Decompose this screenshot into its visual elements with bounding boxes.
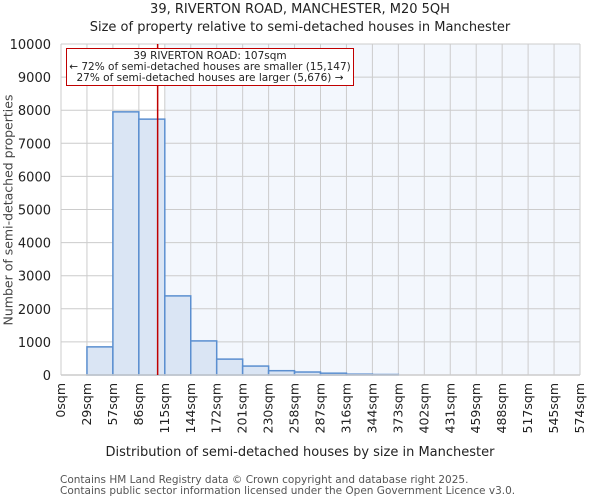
x-tick-label: 488sqm bbox=[494, 383, 509, 433]
x-tick-label: 287sqm bbox=[313, 383, 328, 433]
footer-licence: Contains public sector information licen… bbox=[60, 485, 516, 497]
y-tick-label: 6000 bbox=[18, 170, 51, 185]
histogram-bar bbox=[86, 346, 114, 376]
x-tick-label: 115sqm bbox=[157, 383, 172, 433]
chart-subtitle: Size of property relative to semi-detach… bbox=[89, 20, 511, 35]
y-tick-label: 5000 bbox=[18, 204, 51, 219]
histogram-bar bbox=[138, 118, 166, 376]
y-tick-label: 10000 bbox=[10, 38, 51, 53]
x-tick-label: 29sqm bbox=[79, 383, 94, 426]
annotation-line-1: 39 RIVERTON ROAD: 107sqm bbox=[133, 50, 287, 62]
x-tick-label: 373sqm bbox=[390, 383, 405, 433]
x-tick-label: 459sqm bbox=[468, 383, 483, 433]
y-tick-label: 4000 bbox=[18, 237, 51, 252]
annotation-line-3: 27% of semi-detached houses are larger (… bbox=[76, 72, 344, 84]
x-tick-label: 57sqm bbox=[105, 383, 120, 426]
x-tick-label: 574sqm bbox=[572, 383, 587, 433]
x-tick-label: 144sqm bbox=[183, 383, 198, 433]
x-tick-label: 431sqm bbox=[442, 383, 457, 433]
y-tick-label: 1000 bbox=[18, 336, 51, 351]
histogram-bar bbox=[215, 358, 244, 376]
x-tick-label: 344sqm bbox=[364, 383, 379, 433]
histogram-bar bbox=[164, 295, 192, 376]
x-tick-label: 545sqm bbox=[546, 383, 561, 433]
x-axis-label: Distribution of semi-detached houses by … bbox=[105, 445, 495, 460]
x-tick-label: 230sqm bbox=[261, 383, 276, 433]
y-tick-label: 2000 bbox=[18, 303, 51, 318]
x-tick-label: 316sqm bbox=[338, 383, 353, 433]
chart-title: 39, RIVERTON ROAD, MANCHESTER, M20 5QH bbox=[150, 2, 450, 17]
y-tick-label: 0 bbox=[43, 369, 51, 384]
y-tick-label: 9000 bbox=[18, 71, 51, 86]
x-tick-label: 258sqm bbox=[287, 383, 302, 433]
histogram-bar bbox=[190, 340, 218, 376]
x-tick-label: 402sqm bbox=[416, 383, 431, 433]
footer-copyright: Contains HM Land Registry data © Crown c… bbox=[60, 474, 469, 486]
x-tick-label: 517sqm bbox=[520, 383, 535, 433]
x-tick-label: 201sqm bbox=[235, 383, 250, 433]
property-annotation-box: 39 RIVERTON ROAD: 107sqm ← 72% of semi-d… bbox=[66, 48, 354, 86]
x-tick-label: 86sqm bbox=[131, 383, 146, 426]
x-tick-label: 0sqm bbox=[53, 383, 68, 418]
histogram-bar bbox=[112, 111, 140, 376]
y-tick-label: 3000 bbox=[18, 270, 51, 285]
y-tick-label: 7000 bbox=[18, 137, 51, 152]
x-tick-label: 172sqm bbox=[209, 383, 224, 433]
histogram-bar bbox=[241, 365, 270, 376]
y-axis-label: Number of semi-detached properties bbox=[0, 94, 16, 326]
annotation-line-2: ← 72% of semi-detached houses are smalle… bbox=[69, 61, 351, 73]
y-tick-label: 8000 bbox=[18, 104, 51, 119]
